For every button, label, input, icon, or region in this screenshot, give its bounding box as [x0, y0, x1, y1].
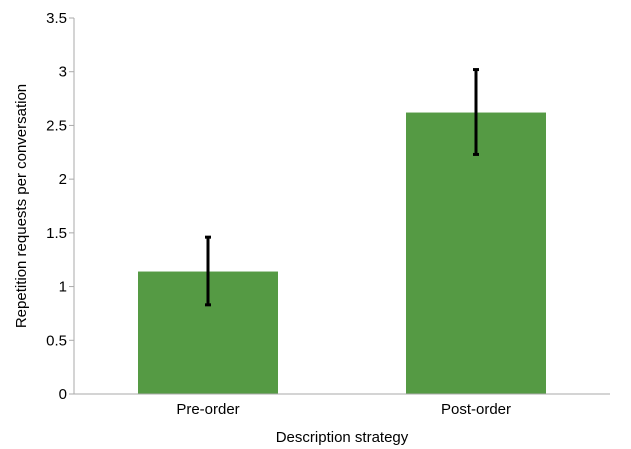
bar-post-order	[406, 112, 546, 394]
y-tick-label: 1.5	[46, 225, 67, 242]
error-bars	[205, 68, 479, 307]
y-tick-label: 0	[59, 386, 67, 403]
y-axis-title: Repetition requests per conversation	[13, 84, 30, 328]
y-tick-label: 0.5	[46, 332, 67, 349]
x-axis-tick-labels: Pre-order Post-order	[176, 401, 511, 418]
y-tick-label: 1	[59, 279, 67, 296]
x-axis-title: Description strategy	[276, 429, 409, 446]
x-tick-label: Pre-order	[176, 401, 239, 418]
error-bar-post-order	[473, 68, 479, 156]
y-tick-label: 2.5	[46, 117, 67, 134]
bars	[138, 112, 546, 394]
y-tick-label: 2	[59, 171, 67, 188]
y-tick-label: 3.5	[46, 10, 67, 27]
y-axis-ticks: 0 0.5 1 1.5 2 2.5 3 3.5	[46, 10, 74, 403]
y-tick-label: 3	[59, 64, 67, 81]
error-bar-pre-order	[205, 235, 211, 307]
x-tick-label: Post-order	[441, 401, 511, 418]
